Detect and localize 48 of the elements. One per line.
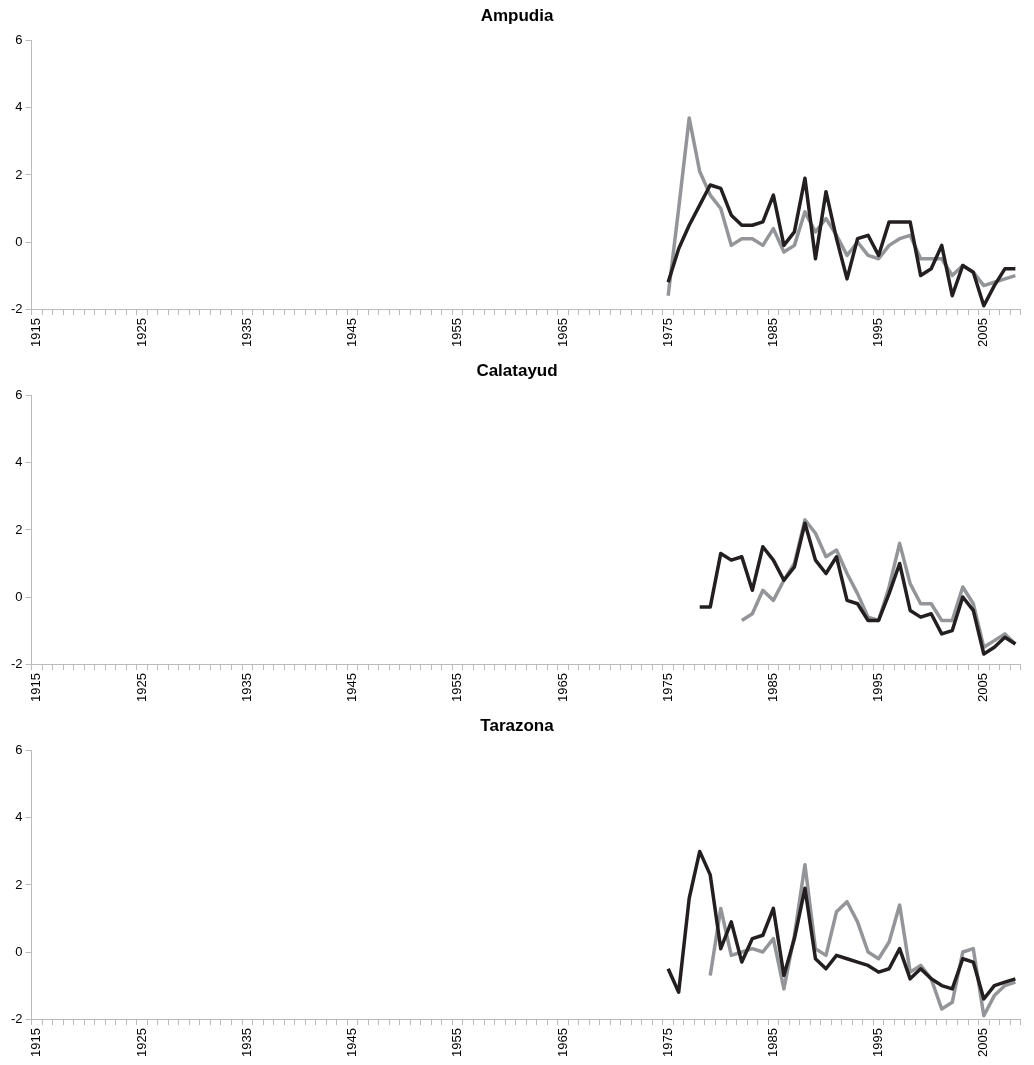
y-tick-label: 4 [15, 99, 23, 115]
y-tick-label: 2 [15, 876, 23, 892]
x-tick-label: 1965 [554, 318, 570, 347]
x-tick-label: 1915 [28, 1028, 44, 1057]
x-tick-label: 1975 [659, 1028, 675, 1057]
y-tick-label: 0 [15, 588, 23, 604]
y-tick-label: 2 [15, 166, 23, 182]
x-tick-label: 1925 [133, 318, 149, 347]
x-tick-label: 1965 [554, 673, 570, 702]
y-tick-label: 6 [15, 32, 23, 48]
x-tick-label: 1995 [870, 318, 886, 347]
x-tick-label: 2005 [975, 673, 991, 702]
chart-title: Ampudia [479, 6, 555, 26]
x-tick-label: 1935 [238, 1028, 254, 1057]
x-tick-label: 1915 [28, 673, 44, 702]
x-tick-label: 2005 [975, 318, 991, 347]
x-tick-label: 1965 [554, 1028, 570, 1057]
x-tick-label: 2005 [975, 1028, 991, 1057]
x-tick-label: 1945 [344, 673, 360, 702]
y-tick-label: 6 [15, 742, 23, 758]
x-tick-label: 1975 [659, 673, 675, 702]
chart-title: Tarazona [479, 716, 555, 736]
x-tick-label: 1955 [449, 673, 465, 702]
y-tick-label: 4 [15, 454, 23, 470]
x-tick-label: 1975 [659, 318, 675, 347]
x-tick-label: 1995 [870, 1028, 886, 1057]
x-tick-label: 1985 [764, 673, 780, 702]
y-tick-label: 0 [15, 943, 23, 959]
x-tick-label: 1925 [133, 673, 149, 702]
y-tick-label: 6 [15, 387, 23, 403]
chart-title: Calatayud [475, 361, 559, 381]
x-tick-label: 1925 [133, 1028, 149, 1057]
y-tick-label: 0 [15, 233, 23, 249]
x-tick-label: 1915 [28, 318, 44, 347]
x-tick-label: 1955 [449, 318, 465, 347]
x-tick-label: 1945 [344, 1028, 360, 1057]
x-tick-label: 1985 [764, 318, 780, 347]
y-tick-label: 2 [15, 521, 23, 537]
x-tick-label: 1935 [238, 318, 254, 347]
y-tick-label: -2 [11, 1010, 23, 1026]
y-tick-label: -2 [11, 300, 23, 316]
x-tick-label: 1985 [764, 1028, 780, 1057]
x-tick-label: 1995 [870, 673, 886, 702]
y-tick-label: 4 [15, 809, 23, 825]
x-tick-label: 1945 [344, 318, 360, 347]
y-tick-label: -2 [11, 655, 23, 671]
x-tick-label: 1935 [238, 673, 254, 702]
x-tick-label: 1955 [449, 1028, 465, 1057]
